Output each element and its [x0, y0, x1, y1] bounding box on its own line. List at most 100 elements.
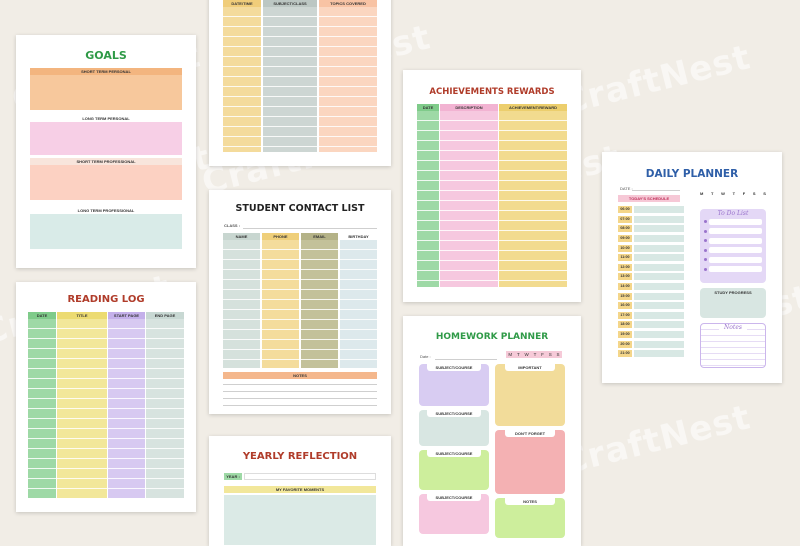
- schedule-slot[interactable]: [634, 273, 684, 281]
- yearly-year-label: YEAR :: [224, 473, 242, 480]
- homework-title: HOMEWORK PLANNER: [435, 332, 549, 342]
- schedule-slot[interactable]: [634, 321, 684, 329]
- contact-notes-line: [223, 398, 377, 399]
- study-col-date: DATE/TIME: [223, 0, 261, 152]
- daily-day-t2[interactable]: T: [732, 191, 736, 196]
- contact-col-birthday: BIRTHDAY: [340, 233, 377, 368]
- daily-date-label: DATE :: [620, 186, 633, 191]
- schedule-slot[interactable]: [634, 263, 684, 271]
- todo-checkbox[interactable]: [704, 220, 707, 224]
- todo-item[interactable]: [704, 217, 762, 227]
- achievements-rows: [499, 111, 567, 287]
- daily-todo-box: To Do List: [700, 209, 766, 283]
- contact-col-phone: PHONE: [262, 233, 299, 368]
- achievements-col-date: DATE: [417, 104, 439, 287]
- todo-checkbox[interactable]: [704, 239, 707, 243]
- schedule-row: 18:00: [618, 320, 684, 330]
- contact-class-line: [243, 228, 377, 229]
- todo-line: [709, 218, 762, 225]
- homework-dont-forget-box: DON'T FORGET: [495, 430, 565, 494]
- daily-title: DAILY PLANNER: [645, 168, 739, 180]
- todo-line: [709, 228, 762, 235]
- todo-checkbox[interactable]: [704, 229, 707, 233]
- homework-important-box: IMPORTANT: [495, 364, 565, 426]
- schedule-slot[interactable]: [634, 254, 684, 262]
- day-t[interactable]: T: [516, 352, 520, 357]
- schedule-slot[interactable]: [634, 302, 684, 310]
- study-header-subject: SUBJECT/CLASS: [263, 0, 317, 7]
- todo-checkbox[interactable]: [704, 258, 707, 262]
- contact-rows: [340, 240, 377, 368]
- goals-section-4: LONG TERM PROFESSIONAL: [30, 207, 182, 249]
- daily-day-t[interactable]: T: [711, 191, 714, 196]
- daily-day-s[interactable]: S: [752, 191, 756, 196]
- day-f[interactable]: F: [541, 352, 544, 357]
- homework-date-label: Date :: [420, 354, 431, 359]
- reading-header-title: TITLE: [57, 312, 107, 319]
- study-header-date: DATE/TIME: [223, 0, 261, 7]
- schedule-slot[interactable]: [634, 244, 684, 252]
- schedule-slot[interactable]: [634, 350, 684, 358]
- todo-checkbox[interactable]: [704, 248, 707, 252]
- schedule-slot[interactable]: [634, 225, 684, 233]
- schedule-row: 07:00: [618, 215, 684, 225]
- reading-rows: [146, 319, 184, 498]
- schedule-time: 10:00: [618, 244, 632, 252]
- reading-rows: [57, 319, 107, 498]
- achievements-rows: [440, 111, 498, 287]
- contact-header-name: NAME: [223, 233, 260, 240]
- schedule-row: 12:00: [618, 263, 684, 273]
- schedule-slot[interactable]: [634, 311, 684, 319]
- contact-rows: [301, 240, 338, 368]
- todo-item[interactable]: [704, 265, 762, 275]
- reading-rows: [28, 319, 56, 498]
- daily-day-s2[interactable]: S: [763, 191, 766, 196]
- schedule-slot[interactable]: [634, 331, 684, 339]
- contact-rows: [262, 240, 299, 368]
- reading-header-start: START PAGE: [108, 312, 145, 319]
- study-col-topics: TOPICS COVERED: [319, 0, 377, 152]
- goals-page: GOALS SHORT TERM PERSONAL LONG TERM PERS…: [16, 35, 196, 268]
- study-rows: [263, 7, 317, 152]
- day-w[interactable]: W: [524, 352, 529, 357]
- schedule-time: 08:00: [618, 225, 632, 233]
- todo-line: [709, 266, 762, 273]
- daily-time-list: 06:00 07:00 08:00 09:00 10:00 11:00 12:00 13:00…: [618, 205, 684, 359]
- homework-subject-3: SUBJECT/COURSE: [419, 450, 489, 490]
- day-m[interactable]: M: [508, 352, 513, 357]
- day-t2[interactable]: T: [533, 352, 537, 357]
- goals-section-1: SHORT TERM PERSONAL: [30, 68, 182, 110]
- schedule-slot[interactable]: [634, 340, 684, 348]
- schedule-time: 20:00: [618, 340, 632, 348]
- yearly-reflection-page: YEARLY REFLECTION YEAR : MY FAVORITE MOM…: [209, 436, 391, 546]
- todo-item[interactable]: [704, 255, 762, 265]
- goals-section-label: LONG TERM PERSONAL: [30, 115, 182, 122]
- schedule-row: 14:00: [618, 282, 684, 292]
- daily-schedule-label: TODAY'S SCHEDULE: [618, 195, 680, 202]
- daily-day-m[interactable]: M: [700, 191, 704, 196]
- achievements-header-reward: ACHIEVEMENT/REWARD: [499, 104, 567, 111]
- schedule-time: 07:00: [618, 215, 632, 223]
- contact-list-page: STUDENT CONTACT LIST CLASS : NAME PHONE …: [209, 190, 391, 414]
- daily-day-f[interactable]: F: [742, 191, 746, 196]
- day-s2[interactable]: S: [556, 352, 560, 357]
- day-s[interactable]: S: [548, 352, 552, 357]
- schedule-slot[interactable]: [634, 235, 684, 243]
- contact-header-birthday: BIRTHDAY: [340, 233, 377, 240]
- daily-day-w[interactable]: W: [721, 191, 725, 196]
- reading-col-date: DATE: [28, 312, 56, 498]
- todo-item[interactable]: [704, 236, 762, 246]
- todo-checkbox[interactable]: [704, 267, 707, 271]
- homework-subject-2: SUBJECT/COURSE: [419, 410, 489, 446]
- schedule-slot[interactable]: [634, 215, 684, 223]
- achievements-page: ACHIEVEMENTS REWARDS DATE DESCRIPTION AC…: [403, 70, 581, 302]
- todo-item[interactable]: [704, 246, 762, 256]
- todo-item[interactable]: [704, 227, 762, 237]
- achievements-col-description: DESCRIPTION: [440, 104, 498, 287]
- schedule-slot[interactable]: [634, 283, 684, 291]
- schedule-row: 17:00: [618, 311, 684, 321]
- schedule-slot[interactable]: [634, 206, 684, 214]
- contact-header-phone: PHONE: [262, 233, 299, 240]
- schedule-slot[interactable]: [634, 292, 684, 300]
- reading-col-end: END PAGE: [146, 312, 184, 498]
